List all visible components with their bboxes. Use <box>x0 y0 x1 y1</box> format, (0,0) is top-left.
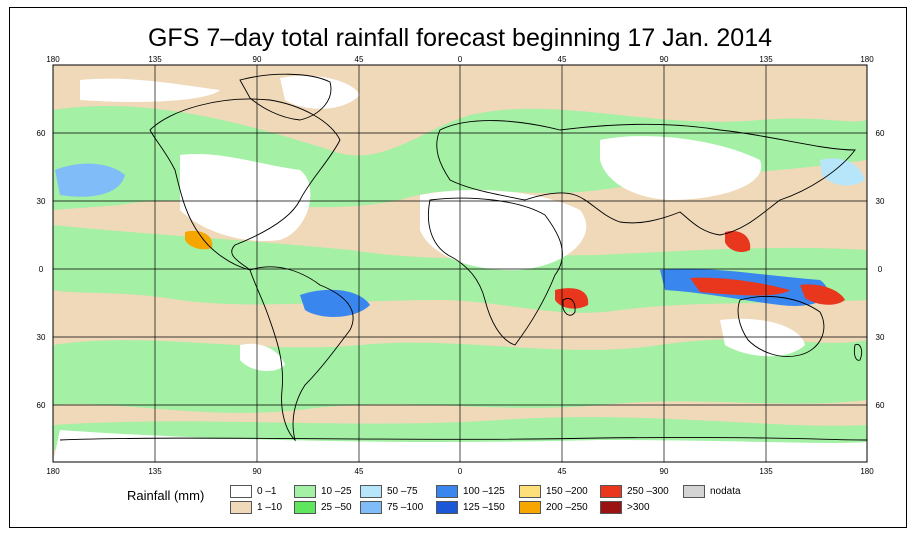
legend-label: 10 –25 <box>321 486 352 497</box>
legend-swatch <box>230 501 252 514</box>
lat-label-left: 60 <box>37 401 46 410</box>
legend-label: 1 –10 <box>257 502 283 513</box>
legend-label: >300 <box>627 502 650 513</box>
top-lon-labels: 180 135 90 45 0 45 90 135 180 <box>46 55 874 64</box>
legend-label: 25 –50 <box>321 502 352 513</box>
legend-title: Rainfall (mm) <box>127 488 205 503</box>
lon-label-bottom: 90 <box>660 467 669 476</box>
lon-label-top: 135 <box>148 55 162 64</box>
lon-label-bottom: 45 <box>355 467 364 476</box>
legend-swatch <box>360 485 382 498</box>
lon-label-bottom: 135 <box>759 467 773 476</box>
lat-label-left: 0 <box>39 265 44 274</box>
map-title: GFS 7–day total rainfall forecast beginn… <box>147 24 772 52</box>
legend-swatch <box>600 485 622 498</box>
lat-label-left: 30 <box>37 197 46 206</box>
legend-label: 50 –75 <box>387 486 418 497</box>
lat-label-right: 60 <box>876 129 885 138</box>
legend-swatch <box>519 501 541 514</box>
lon-label-bottom: 180 <box>46 467 60 476</box>
legend-swatch <box>360 501 382 514</box>
legend-label: 125 –150 <box>463 502 505 513</box>
lat-label-right: 30 <box>876 197 885 206</box>
map-border <box>52 64 868 463</box>
legend-swatch <box>600 501 622 514</box>
lon-label-top: 135 <box>759 55 773 64</box>
lon-label-top: 180 <box>46 55 60 64</box>
legend-label: nodata <box>710 486 741 497</box>
lon-label-bottom: 180 <box>860 467 874 476</box>
graticule <box>53 65 867 462</box>
legend-swatch <box>436 485 458 498</box>
lon-label-top: 0 <box>458 55 463 64</box>
lat-label-right: 0 <box>878 265 883 274</box>
lat-label-right: 30 <box>876 333 885 342</box>
legend-swatch <box>683 485 705 498</box>
legend-label: 75 –100 <box>387 502 424 513</box>
lon-label-bottom: 45 <box>558 467 567 476</box>
lat-label-right: 60 <box>876 401 885 410</box>
legend-label: 150 –200 <box>546 486 588 497</box>
legend-swatch <box>294 501 316 514</box>
lon-label-bottom: 90 <box>253 467 262 476</box>
bottom-lon-labels: 180 135 90 45 0 45 90 135 180 <box>46 467 874 476</box>
legend-swatch <box>230 485 252 498</box>
lon-label-top: 180 <box>860 55 874 64</box>
legend-swatch <box>519 485 541 498</box>
legend-label: 0 –1 <box>257 486 277 497</box>
right-lat-labels: 60 30 0 30 60 <box>876 129 885 410</box>
left-lat-labels: 60 30 0 30 60 <box>37 129 46 410</box>
lon-label-top: 45 <box>355 55 364 64</box>
legend-label: 200 –250 <box>546 502 588 513</box>
heavy-rain-patches <box>55 158 865 317</box>
legend-swatch <box>436 501 458 514</box>
rainfall-legend: Rainfall (mm) 0 –1 1 –10 10 –25 25 –50 5… <box>0 484 920 524</box>
legend-label: 100 –125 <box>463 486 505 497</box>
lon-label-top: 45 <box>558 55 567 64</box>
continent-outlines <box>59 73 867 442</box>
lon-label-top: 90 <box>660 55 669 64</box>
legend-label: 250 –300 <box>627 486 669 497</box>
legend-swatch <box>294 485 316 498</box>
lat-label-left: 60 <box>37 129 46 138</box>
lon-label-bottom: 135 <box>148 467 162 476</box>
lat-label-left: 30 <box>37 333 46 342</box>
lon-label-bottom: 0 <box>458 467 463 476</box>
lon-label-top: 90 <box>253 55 262 64</box>
